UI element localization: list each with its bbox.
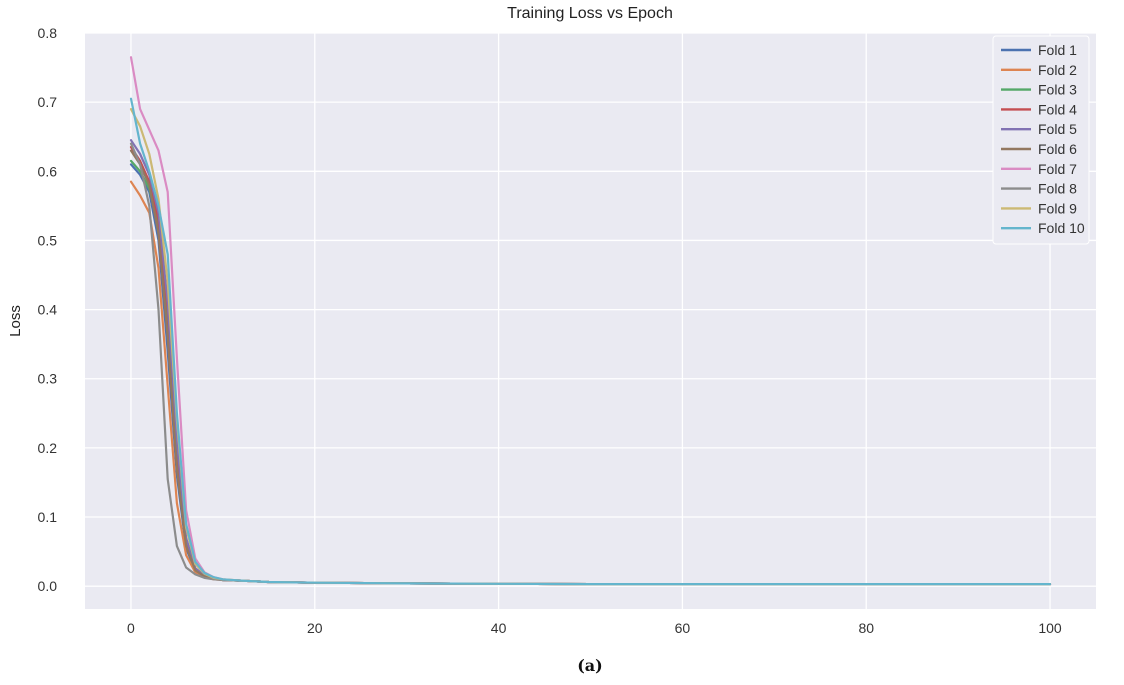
legend-label: Fold 2 [1038,62,1077,78]
y-tick-label: 0.7 [38,94,58,110]
plot-background [85,33,1096,609]
legend-label: Fold 4 [1038,101,1077,117]
x-tick-label: 80 [858,620,874,636]
figure-caption: (a) [577,656,603,675]
x-tick-labels: 0 20 40 60 80 100 [127,620,1062,636]
legend-label: Fold 3 [1038,82,1077,98]
series-line-fold-10 [129,97,1052,586]
series-lines [129,56,1052,586]
x-tick-label: 60 [675,620,691,636]
y-tick-label: 0.1 [38,509,58,525]
legend-label: Fold 6 [1038,141,1077,157]
chart-title: Training Loss vs Epoch [507,5,673,22]
y-tick-label: 0.8 [38,25,58,41]
y-axis-label: Loss [7,305,24,337]
y-tick-labels: 0.0 0.1 0.2 0.3 0.4 0.5 0.6 0.7 0.8 [38,25,58,594]
legend-label: Fold 10 [1038,220,1085,236]
y-tick-label: 0.3 [38,371,58,387]
y-tick-label: 0.4 [38,302,58,318]
legend-label: Fold 8 [1038,181,1077,197]
legend: Fold 1 Fold 2 Fold 3 Fold 4 Fold 5 Fold 6 Fold… [992,35,1090,245]
x-tick-label: 100 [1038,620,1062,636]
y-tick-label: 0.5 [38,232,58,248]
x-tick-label: 20 [307,620,323,636]
x-tick-label: 0 [127,620,135,636]
legend-label: Fold 7 [1038,161,1077,177]
legend-box [992,35,1090,245]
grid-lines [85,32,1096,609]
legend-label: Fold 1 [1038,42,1077,58]
y-tick-label: 0.0 [38,578,58,594]
y-tick-label: 0.6 [38,163,58,179]
legend-label: Fold 5 [1038,121,1077,137]
y-tick-label: 0.2 [38,440,58,456]
x-tick-label: 40 [491,620,507,636]
legend-label: Fold 9 [1038,200,1077,216]
